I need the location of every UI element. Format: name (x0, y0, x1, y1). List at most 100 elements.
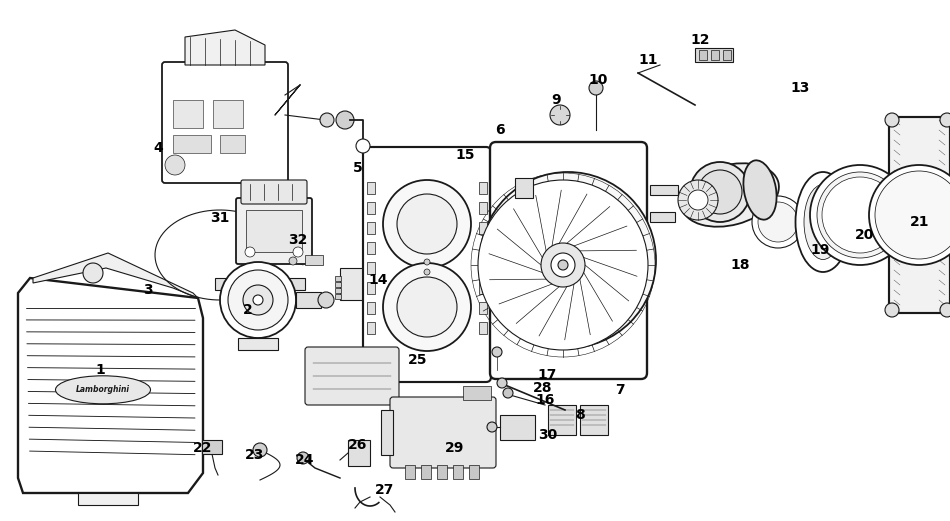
Circle shape (589, 81, 603, 95)
Bar (479, 322, 487, 334)
Circle shape (690, 162, 750, 222)
Text: 2: 2 (243, 303, 253, 317)
Text: 27: 27 (375, 483, 394, 497)
FancyBboxPatch shape (889, 117, 950, 313)
Text: 15: 15 (455, 148, 475, 162)
FancyBboxPatch shape (490, 142, 647, 379)
Bar (421, 465, 431, 479)
FancyBboxPatch shape (305, 347, 399, 405)
Bar (479, 282, 487, 294)
Text: 5: 5 (353, 161, 363, 175)
Bar (515, 178, 533, 198)
Circle shape (480, 172, 656, 348)
Text: 30: 30 (539, 428, 558, 442)
Bar (305, 255, 323, 265)
Bar (335, 288, 341, 293)
Circle shape (424, 259, 430, 265)
Bar (367, 222, 375, 234)
Text: 9: 9 (551, 93, 560, 107)
Circle shape (253, 443, 267, 457)
Circle shape (940, 113, 950, 127)
Bar (367, 242, 375, 254)
Bar (500, 415, 535, 440)
Bar (340, 268, 362, 300)
Text: 7: 7 (616, 383, 625, 397)
Circle shape (698, 170, 742, 214)
Circle shape (875, 171, 950, 259)
Text: 16: 16 (535, 393, 555, 407)
Bar (695, 48, 733, 62)
Text: 8: 8 (575, 408, 585, 422)
Text: 22: 22 (193, 441, 213, 455)
Circle shape (885, 113, 899, 127)
Bar (479, 202, 487, 214)
FancyBboxPatch shape (162, 62, 288, 183)
Text: 11: 11 (638, 53, 657, 67)
Ellipse shape (744, 160, 776, 220)
Bar (367, 262, 375, 274)
Circle shape (289, 257, 297, 265)
Ellipse shape (795, 172, 850, 272)
Circle shape (253, 295, 263, 305)
Text: 26: 26 (349, 438, 368, 452)
Circle shape (397, 194, 457, 254)
Circle shape (356, 139, 370, 153)
Text: 10: 10 (588, 73, 608, 87)
Circle shape (817, 172, 903, 258)
Bar (335, 294, 341, 299)
Text: 29: 29 (446, 441, 465, 455)
Bar (213, 100, 243, 128)
Circle shape (487, 422, 497, 432)
Bar (463, 386, 491, 400)
Bar (78, 493, 138, 505)
FancyBboxPatch shape (363, 147, 491, 382)
Text: 19: 19 (810, 243, 829, 257)
Bar (723, 50, 731, 60)
Text: 3: 3 (143, 283, 153, 297)
Bar (711, 50, 719, 60)
Circle shape (810, 165, 910, 265)
Text: 21: 21 (910, 215, 930, 229)
Bar (479, 262, 487, 274)
Circle shape (228, 270, 288, 330)
FancyBboxPatch shape (241, 180, 307, 204)
Circle shape (503, 388, 513, 398)
Circle shape (688, 190, 708, 210)
Circle shape (318, 292, 334, 308)
Circle shape (165, 155, 185, 175)
Polygon shape (185, 30, 265, 65)
Bar (367, 182, 375, 194)
Text: 25: 25 (408, 353, 428, 367)
Text: 17: 17 (538, 368, 557, 382)
Circle shape (220, 262, 296, 338)
FancyBboxPatch shape (390, 397, 496, 468)
Bar (367, 282, 375, 294)
Polygon shape (18, 278, 203, 493)
Circle shape (492, 347, 502, 357)
Text: 32: 32 (288, 233, 308, 247)
Bar (548, 405, 576, 435)
Bar (453, 465, 463, 479)
Circle shape (424, 269, 430, 275)
Bar (220, 135, 245, 153)
Bar (348, 440, 370, 466)
Text: 13: 13 (790, 81, 809, 95)
Circle shape (758, 202, 798, 242)
Text: 14: 14 (369, 273, 388, 287)
Ellipse shape (681, 163, 779, 227)
Text: 4: 4 (153, 141, 162, 155)
Bar (246, 210, 302, 252)
Circle shape (383, 180, 471, 268)
Circle shape (940, 303, 950, 317)
Bar (367, 322, 375, 334)
Bar (173, 100, 203, 128)
Circle shape (558, 260, 568, 270)
Circle shape (752, 196, 804, 248)
Bar (650, 212, 675, 222)
Text: 31: 31 (210, 211, 230, 225)
Bar (335, 282, 341, 287)
Text: 1: 1 (95, 363, 104, 377)
Bar (173, 135, 211, 153)
Bar (479, 222, 487, 234)
Circle shape (83, 263, 103, 283)
